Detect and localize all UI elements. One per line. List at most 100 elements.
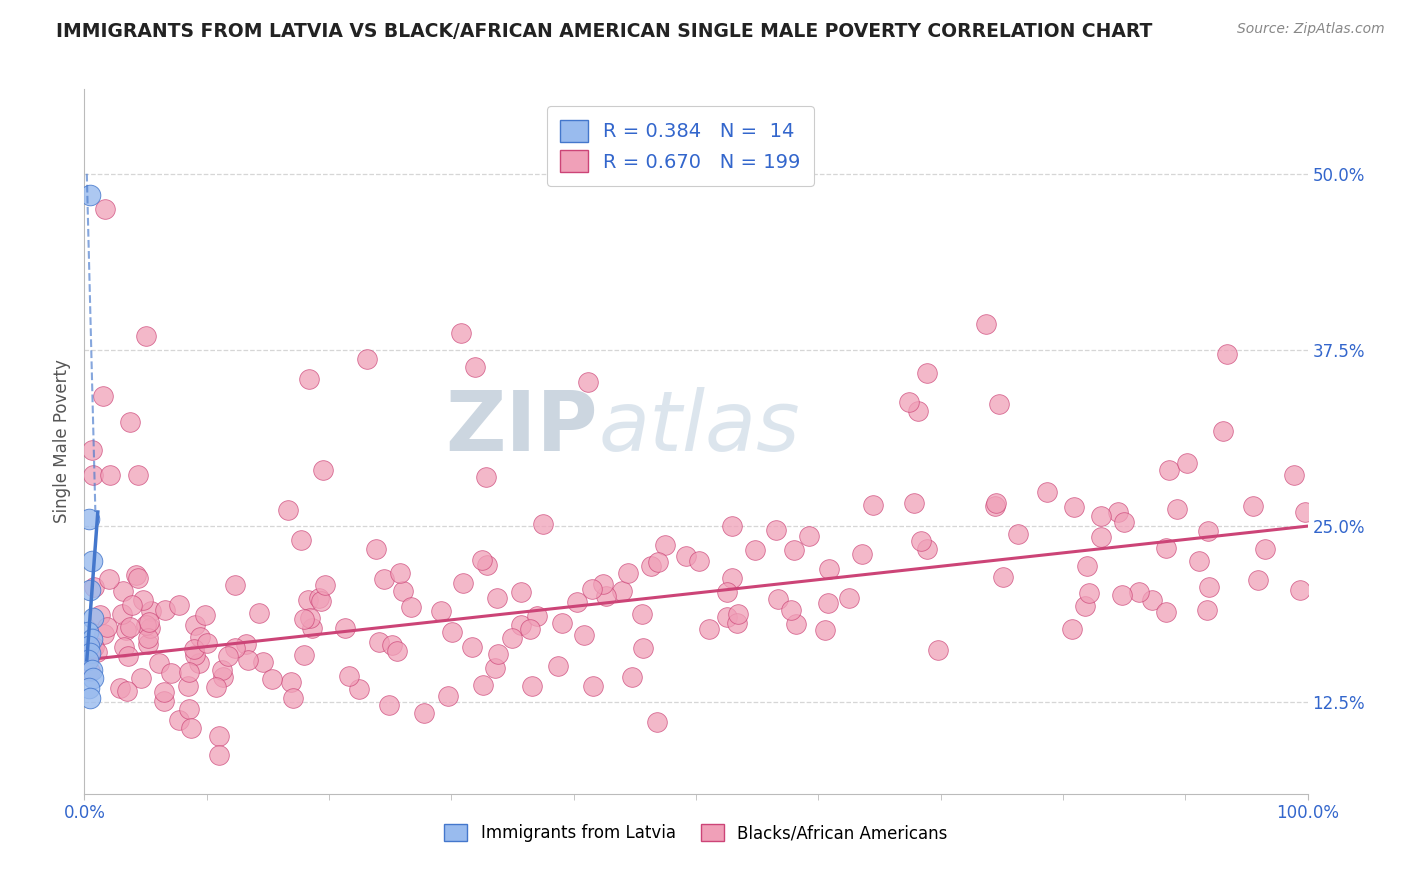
Point bbox=[114, 640, 136, 654]
Point bbox=[373, 572, 395, 586]
Point bbox=[519, 623, 541, 637]
Point bbox=[1197, 602, 1219, 616]
Point bbox=[299, 610, 322, 624]
Point bbox=[574, 628, 596, 642]
Point bbox=[77, 512, 100, 526]
Point bbox=[167, 598, 190, 612]
Point bbox=[1090, 530, 1112, 544]
Point bbox=[236, 652, 259, 666]
Text: IMMIGRANTS FROM LATVIA VS BLACK/AFRICAN AMERICAN SINGLE MALE POVERTY CORRELATION: IMMIGRANTS FROM LATVIA VS BLACK/AFRICAN … bbox=[56, 22, 1153, 41]
Point bbox=[224, 578, 246, 592]
Point bbox=[280, 674, 302, 689]
Point bbox=[184, 648, 207, 662]
Point bbox=[204, 680, 226, 694]
Point bbox=[645, 715, 668, 730]
Text: atlas: atlas bbox=[598, 387, 800, 468]
Point bbox=[79, 187, 101, 202]
Point bbox=[208, 729, 231, 743]
Point bbox=[177, 702, 200, 716]
Point bbox=[117, 684, 139, 698]
Point bbox=[86, 645, 108, 659]
Point bbox=[152, 684, 174, 698]
Point bbox=[526, 609, 548, 624]
Point bbox=[799, 528, 821, 542]
Point bbox=[509, 617, 531, 632]
Legend: Immigrants from Latvia, Blacks/African Americans: Immigrants from Latvia, Blacks/African A… bbox=[437, 817, 955, 849]
Point bbox=[765, 524, 787, 538]
Point bbox=[136, 637, 159, 651]
Point bbox=[179, 665, 201, 680]
Point bbox=[159, 666, 181, 681]
Point bbox=[1175, 456, 1198, 470]
Point bbox=[1063, 500, 1085, 515]
Point bbox=[1107, 505, 1129, 519]
Point bbox=[83, 640, 105, 655]
Point bbox=[217, 648, 239, 663]
Point bbox=[766, 592, 789, 607]
Point bbox=[450, 326, 472, 341]
Point bbox=[82, 671, 104, 685]
Point bbox=[385, 644, 408, 658]
Point bbox=[631, 640, 654, 655]
Point bbox=[138, 615, 160, 629]
Point bbox=[211, 663, 233, 677]
Point bbox=[780, 603, 803, 617]
Point bbox=[617, 566, 640, 581]
Point bbox=[640, 559, 662, 574]
Point bbox=[984, 496, 1007, 510]
Point bbox=[79, 664, 101, 678]
Point bbox=[1188, 554, 1211, 568]
Point bbox=[347, 681, 370, 696]
Point bbox=[290, 533, 312, 548]
Point bbox=[1247, 573, 1270, 587]
Point bbox=[1166, 502, 1188, 516]
Point bbox=[79, 646, 101, 660]
Point bbox=[817, 597, 839, 611]
Point bbox=[612, 583, 634, 598]
Point bbox=[183, 642, 205, 657]
Point bbox=[430, 604, 453, 618]
Point bbox=[80, 632, 103, 646]
Point bbox=[188, 630, 211, 644]
Point bbox=[581, 582, 603, 596]
Point bbox=[180, 721, 202, 735]
Point bbox=[1076, 559, 1098, 574]
Point bbox=[582, 679, 605, 693]
Point bbox=[399, 600, 422, 615]
Point bbox=[744, 542, 766, 557]
Point bbox=[993, 570, 1015, 584]
Point bbox=[630, 607, 652, 621]
Point bbox=[987, 396, 1010, 410]
Point bbox=[654, 538, 676, 552]
Point bbox=[565, 595, 588, 609]
Point bbox=[976, 317, 998, 331]
Point bbox=[117, 648, 139, 663]
Point bbox=[485, 591, 508, 606]
Point bbox=[135, 618, 157, 632]
Point bbox=[510, 584, 533, 599]
Point bbox=[120, 415, 142, 429]
Point bbox=[727, 607, 749, 622]
Point bbox=[927, 643, 949, 657]
Point bbox=[247, 606, 270, 620]
Point bbox=[716, 610, 738, 624]
Point bbox=[79, 691, 101, 706]
Point bbox=[309, 593, 332, 607]
Point bbox=[167, 713, 190, 727]
Point bbox=[1060, 623, 1083, 637]
Point bbox=[312, 463, 335, 477]
Point bbox=[127, 467, 149, 482]
Point bbox=[177, 679, 200, 693]
Text: ZIP: ZIP bbox=[446, 387, 598, 468]
Point bbox=[1074, 599, 1097, 613]
Point bbox=[96, 620, 118, 634]
Point bbox=[93, 627, 115, 641]
Point bbox=[818, 562, 841, 576]
Point bbox=[194, 607, 217, 622]
Point bbox=[77, 624, 100, 639]
Point bbox=[89, 608, 111, 623]
Point bbox=[111, 584, 134, 599]
Point bbox=[576, 375, 599, 389]
Point bbox=[1216, 347, 1239, 361]
Point bbox=[77, 681, 100, 696]
